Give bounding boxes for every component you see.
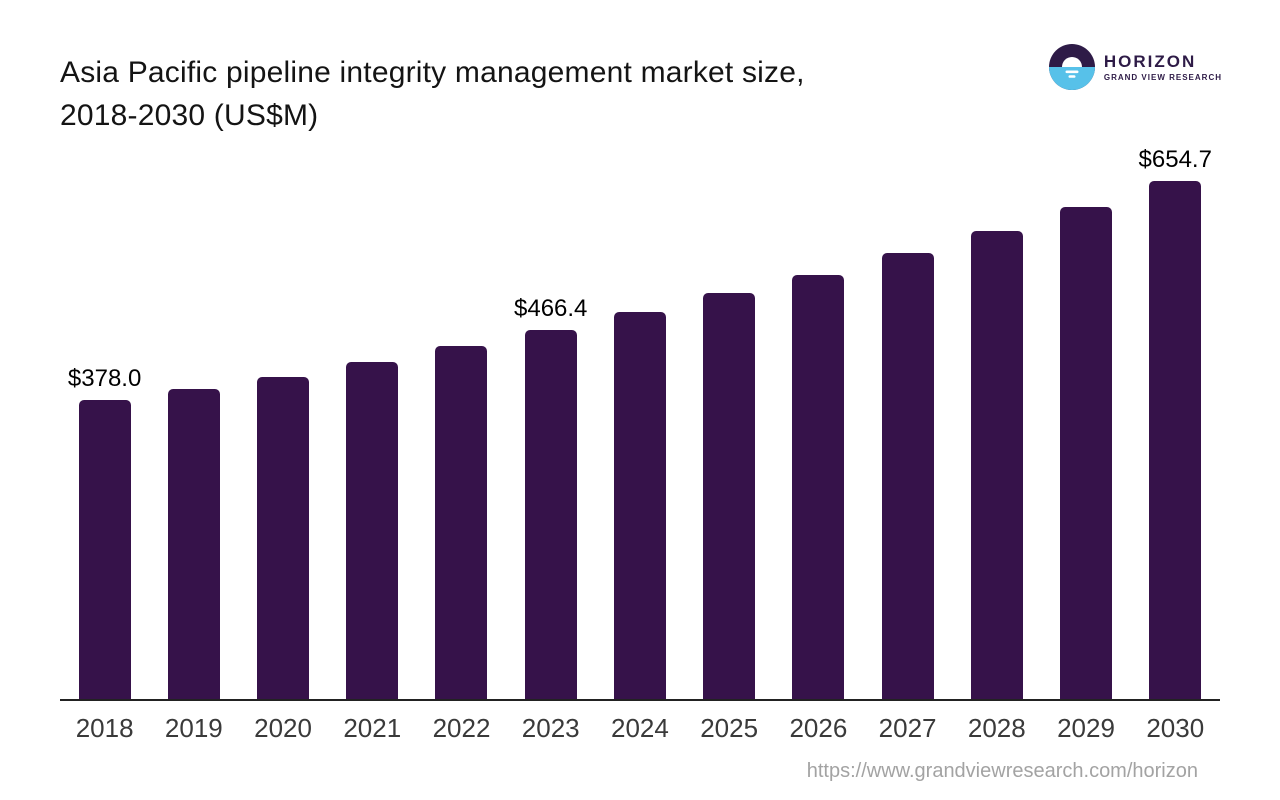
bar-slot-2025: [685, 293, 774, 699]
bar-2023: [524, 330, 577, 699]
horizon-logo: HORIZON GRAND VIEW RESEARCH: [1048, 44, 1222, 90]
logo-wordmark: HORIZON GRAND VIEW RESEARCH: [1104, 53, 1222, 82]
x-tick-2019: 2019: [164, 713, 223, 743]
bar-slot-2029: [1041, 207, 1130, 699]
page-title-line-2: 2018-2030 (US$M): [60, 98, 319, 132]
x-tick-2024: 2024: [611, 713, 669, 743]
header: Asia Pacific pipeline integrity manageme…: [60, 44, 1222, 137]
bar-value-label-2030: $654.7: [1138, 146, 1212, 173]
logo-brand-text: HORIZON: [1103, 51, 1197, 71]
x-tick-2028: 2028: [967, 713, 1026, 743]
bar-slot-2028: [952, 231, 1041, 699]
bar-slot-2026: [774, 275, 863, 699]
bar-2022: [435, 346, 488, 699]
bar-chart: $378.0 $466.4 $654.7 2018 2019 2020 2021 2022 2…: [60, 139, 1220, 744]
x-tick-2029: 2029: [1057, 713, 1115, 743]
x-tick-2023: 2023: [521, 713, 580, 743]
bar-slot-2020: [238, 377, 327, 699]
bar-slot-2030: $654.7: [1131, 146, 1220, 699]
bar-slot-2018: $378.0: [60, 365, 149, 699]
bars-row: $378.0 $466.4 $654.7: [60, 139, 1220, 699]
bar-2019: [167, 389, 220, 699]
x-tick-2022: 2022: [432, 713, 491, 743]
bar-2018: [78, 400, 131, 699]
bar-slot-2024: [595, 312, 684, 699]
x-tick-2020: 2020: [254, 713, 312, 743]
x-tick-2030: 2030: [1146, 713, 1205, 743]
x-tick-2018: 2018: [75, 713, 134, 743]
bar-2030: [1149, 181, 1202, 699]
bar-2029: [1060, 207, 1113, 699]
bar-value-label-2018: $378.0: [67, 365, 142, 392]
bar-value-label-2023: $466.4: [514, 295, 588, 322]
x-tick-2026: 2026: [789, 713, 848, 743]
bar-2026: [792, 275, 845, 699]
bar-slot-2022: [417, 346, 506, 699]
bar-2024: [613, 312, 666, 699]
bar-slot-2027: [863, 253, 952, 699]
bar-slot-2023: $466.4: [506, 295, 595, 699]
horizon-sunrise-circle-icon: [1048, 44, 1095, 90]
page-title: Asia Pacific pipeline integrity manageme…: [60, 52, 1222, 137]
page-title-line-1: Asia Pacific pipeline integrity manageme…: [60, 56, 805, 89]
x-axis-line: [60, 699, 1220, 701]
source-url-link[interactable]: https://www.grandviewresearch.com/horizo…: [806, 760, 1198, 782]
bar-2028: [970, 231, 1023, 699]
x-tick-2027: 2027: [878, 713, 937, 743]
bar-2027: [881, 253, 934, 699]
x-tick-2021: 2021: [343, 713, 402, 743]
bar-slot-2021: [328, 362, 417, 699]
bar-2025: [703, 293, 756, 699]
bar-slot-2019: [149, 389, 238, 699]
bar-2020: [257, 377, 310, 699]
logo-subbrand-text: GRAND VIEW RESEARCH: [1103, 72, 1222, 82]
x-axis-labels: 2018 2019 2020 2021 2022 2023 2024 2025 2026 2027…: [60, 713, 1220, 744]
x-tick-2025: 2025: [700, 713, 759, 743]
bar-2021: [346, 362, 399, 699]
